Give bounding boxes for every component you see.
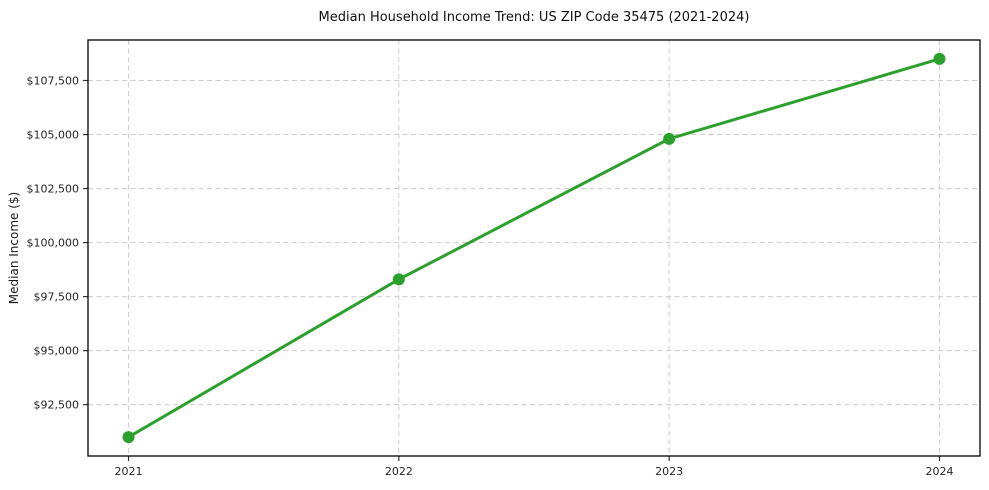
y-tick-label: $107,500	[27, 75, 80, 88]
tick-labels: $92,500 $95,000 $97,500 $100,000 $102,500 $10…	[27, 75, 954, 478]
plot-border	[87, 39, 981, 457]
y-axis-label: Median Income ($)	[7, 192, 21, 304]
x-tick-label: 2024	[925, 465, 953, 478]
gridlines	[88, 40, 980, 456]
data-point-marker	[663, 132, 676, 145]
axes	[83, 39, 981, 461]
y-tick-label: $100,000	[27, 237, 80, 250]
y-tick-label: $95,000	[34, 345, 80, 358]
trend-line	[127, 57, 941, 439]
income-trend-series	[122, 52, 946, 444]
y-tick-label: $92,500	[34, 399, 80, 412]
data-point-marker	[122, 431, 135, 444]
data-point-marker	[392, 273, 405, 286]
y-tick-label: $97,500	[34, 291, 80, 304]
data-point-marker	[933, 52, 946, 65]
y-tick-label: $102,500	[27, 183, 80, 196]
chart-title: Median Household Income Trend: US ZIP Co…	[319, 10, 750, 25]
x-tick-label: 2021	[115, 465, 143, 478]
x-tick-label: 2023	[655, 465, 683, 478]
x-tick-label: 2022	[385, 465, 413, 478]
y-tick-label: $105,000	[27, 129, 80, 142]
